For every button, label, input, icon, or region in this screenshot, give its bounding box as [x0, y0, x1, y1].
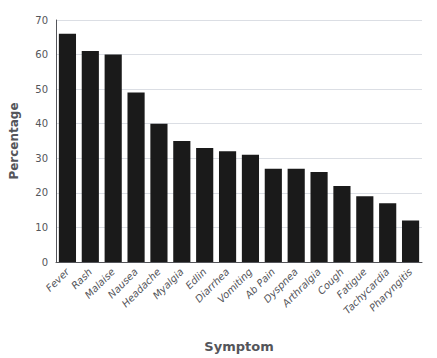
svg-text:Cough: Cough: [315, 266, 346, 297]
svg-text:Diarrhea: Diarrhea: [193, 266, 232, 305]
svg-text:Symptom: Symptom: [204, 339, 273, 354]
svg-text:Edlin: Edlin: [183, 266, 209, 292]
svg-text:50: 50: [35, 84, 48, 95]
svg-text:Fever: Fever: [44, 265, 72, 293]
svg-text:Myalgia: Myalgia: [151, 266, 186, 301]
svg-text:Pharyngitis: Pharyngitis: [367, 266, 414, 313]
svg-text:Rash: Rash: [69, 266, 95, 292]
svg-text:10: 10: [35, 222, 48, 233]
svg-text:Fatigue: Fatigue: [334, 266, 369, 301]
svg-text:0: 0: [42, 257, 48, 268]
svg-text:Tachycardia: Tachycardia: [341, 266, 392, 317]
svg-text:Percentage: Percentage: [7, 102, 21, 179]
svg-text:Nausea: Nausea: [105, 266, 140, 301]
svg-text:70: 70: [35, 15, 48, 26]
svg-text:20: 20: [35, 187, 48, 198]
svg-text:60: 60: [35, 49, 48, 60]
svg-text:Malaise: Malaise: [82, 266, 118, 301]
svg-text:30: 30: [35, 153, 48, 164]
svg-text:Headache: Headache: [119, 266, 163, 310]
svg-text:Ab Pain: Ab Pain: [242, 266, 278, 301]
svg-text:Vomiting: Vomiting: [215, 266, 255, 306]
svg-text:40: 40: [35, 118, 48, 129]
svg-text:Dyspnea: Dyspnea: [261, 266, 301, 305]
svg-text:Arthralgia: Arthralgia: [280, 266, 323, 309]
